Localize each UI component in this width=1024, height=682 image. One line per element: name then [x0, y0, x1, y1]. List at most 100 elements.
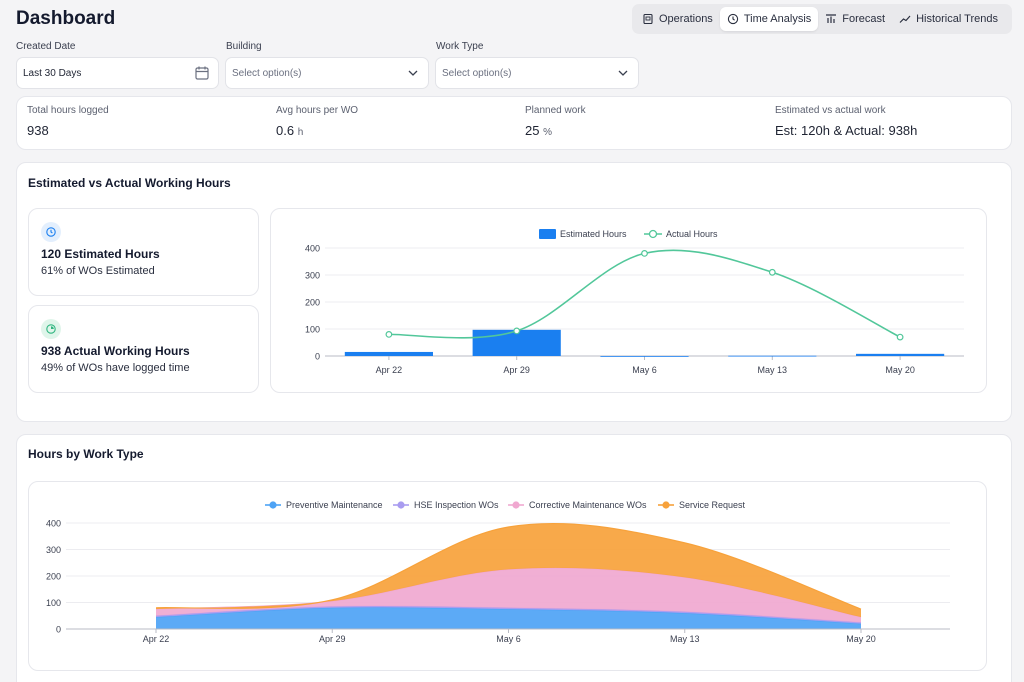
tab-label: Operations: [659, 13, 713, 25]
tab-historical-trends[interactable]: Historical Trends: [892, 7, 1005, 31]
legend-preventive-maintenance-marker: [269, 501, 277, 509]
y-tick-label: 100: [46, 598, 61, 608]
y-tick-label: 300: [305, 271, 320, 281]
legend-service-request-marker: [662, 501, 670, 509]
area-service-request: [156, 523, 861, 618]
estimated-hours-subtitle: 61% of WOs Estimated: [41, 265, 155, 277]
actual-hours-line: [388, 249, 901, 339]
area-corrective-maintenance: [156, 567, 861, 623]
actual-hours-point: [768, 268, 776, 276]
bar-chart-icon: [826, 14, 837, 23]
work-type-select[interactable]: Select option(s): [435, 57, 639, 89]
work-type-chart-card: 0 100 200 300 400 Apr 22 Apr 29 May 6 May 13 May …: [28, 481, 987, 671]
timer-icon: [41, 319, 61, 339]
kpi-value: 0.6: [276, 123, 295, 138]
actual-hours-point: [385, 330, 393, 338]
kpi-avg-hours: Avg hours per WO 0.6 h: [276, 105, 358, 138]
kpi-value: Est: 120h & Actual: 938h: [775, 123, 918, 138]
chevron-down-icon: [408, 70, 418, 76]
legend-hse-inspection: HSE Inspection WOs: [414, 500, 499, 510]
actual-hours-title: 938 Actual Working Hours: [41, 344, 190, 358]
kpi-unit: %: [543, 127, 552, 138]
legend-corrective-maintenance: Corrective Maintenance WOs: [529, 500, 647, 510]
created-date-picker[interactable]: Last 30 Days: [16, 57, 219, 89]
estimated-bar: [856, 353, 945, 356]
kpi-card: [16, 96, 1012, 150]
tab-label: Historical Trends: [916, 13, 998, 25]
y-tick-label: 0: [315, 352, 320, 362]
building-placeholder: Select option(s): [232, 67, 302, 79]
legend-estimated-hours: Estimated Hours: [560, 229, 627, 239]
x-tick-label: May 20: [846, 634, 876, 644]
y-tick-label: 300: [46, 545, 61, 555]
kpi-label: Planned work: [525, 105, 586, 116]
estimated-bar: [728, 355, 817, 357]
kpi-value: 25: [525, 123, 540, 138]
kpi-unit: h: [297, 127, 304, 138]
x-tick-label: May 6: [632, 365, 657, 375]
kpi-label: Total hours logged: [27, 105, 109, 116]
tab-time-analysis[interactable]: Time Analysis: [719, 7, 819, 31]
kpi-label: Avg hours per WO: [276, 105, 359, 116]
building-label: Building: [226, 41, 262, 52]
area-service-request-edge: [155, 522, 862, 610]
building-select[interactable]: Select option(s): [225, 57, 429, 89]
hours-by-work-type-chart: 0 100 200 300 400 Apr 22 Apr 29 May 6 May 13 May …: [46, 500, 950, 644]
x-tick-label: Apr 29: [319, 634, 346, 644]
legend-service-request: Service Request: [679, 500, 746, 510]
kpi-value: 938: [27, 123, 49, 138]
estimated-hours-title: 120 Estimated Hours: [41, 247, 160, 261]
legend-marker-actual: [648, 229, 658, 239]
x-tick-label: May 13: [758, 365, 788, 375]
clock-icon: [727, 13, 738, 25]
kpi-label: Estimated vs actual work: [775, 105, 886, 116]
kpi-total-hours: Total hours logged 938: [27, 105, 109, 138]
view-tabs: Operations Time Analysis Forecast Histor…: [632, 4, 1012, 34]
est-vs-actual-chart-card: 0 100 200 300 400 Apr 22 Apr 29 May 6 May 13 May …: [270, 208, 987, 393]
legend-corrective-maintenance-marker: [512, 501, 520, 509]
x-tick-label: Apr 22: [376, 365, 403, 375]
kpi-est-vs-actual: Estimated vs actual work Est: 120h & Act…: [775, 105, 917, 138]
estimated-bar: [600, 356, 689, 357]
section-title: Hours by Work Type: [28, 447, 144, 461]
x-tick-label: May 6: [496, 634, 521, 644]
y-tick-label: 200: [305, 298, 320, 308]
y-tick-label: 200: [46, 572, 61, 582]
legend-preventive-maintenance: Preventive Maintenance: [286, 500, 383, 510]
document-icon: [643, 13, 653, 25]
y-tick-label: 400: [305, 244, 320, 254]
clock-icon: [41, 222, 61, 242]
work-type-placeholder: Select option(s): [442, 67, 512, 79]
y-tick-label: 0: [56, 625, 61, 635]
estimated-hours-card: 120 Estimated Hours 61% of WOs Estimated: [28, 208, 259, 296]
work-type-label: Work Type: [436, 41, 484, 52]
y-tick-label: 400: [46, 519, 61, 529]
legend-actual-hours: Actual Hours: [666, 229, 718, 239]
actual-hours-subtitle: 49% of WOs have logged time: [41, 362, 190, 374]
chevron-down-icon: [618, 70, 628, 76]
tab-forecast[interactable]: Forecast: [818, 7, 892, 31]
actual-hours-point: [896, 333, 904, 341]
estimated-bar: [344, 351, 433, 356]
y-tick-label: 100: [305, 325, 320, 335]
legend-swatch-estimated: [539, 229, 556, 239]
actual-hours-point: [641, 250, 648, 257]
x-tick-label: May 13: [670, 634, 700, 644]
tab-label: Time Analysis: [743, 13, 812, 25]
est-vs-actual-chart: 0 100 200 300 400 Apr 22 Apr 29 May 6 May 13 May …: [305, 229, 964, 375]
trend-line-icon: [899, 15, 911, 23]
tab-label: Forecast: [842, 13, 886, 25]
created-date-label: Created Date: [16, 41, 76, 52]
x-tick-label: Apr 29: [503, 365, 530, 375]
area-preventive-maintenance: [156, 607, 861, 629]
section-title: Estimated vs Actual Working Hours: [28, 176, 231, 190]
actual-hours-point: [513, 327, 521, 335]
page-title: Dashboard: [16, 8, 116, 29]
x-tick-label: Apr 22: [143, 634, 170, 644]
created-date-value: Last 30 Days: [23, 67, 82, 79]
actual-hours-card: 938 Actual Working Hours 49% of WOs have…: [28, 305, 259, 393]
calendar-icon[interactable]: [194, 65, 210, 81]
kpi-planned-work: Planned work 25 %: [525, 105, 586, 138]
legend-hse-inspection-marker: [397, 501, 405, 509]
tab-operations[interactable]: Operations: [635, 7, 720, 31]
